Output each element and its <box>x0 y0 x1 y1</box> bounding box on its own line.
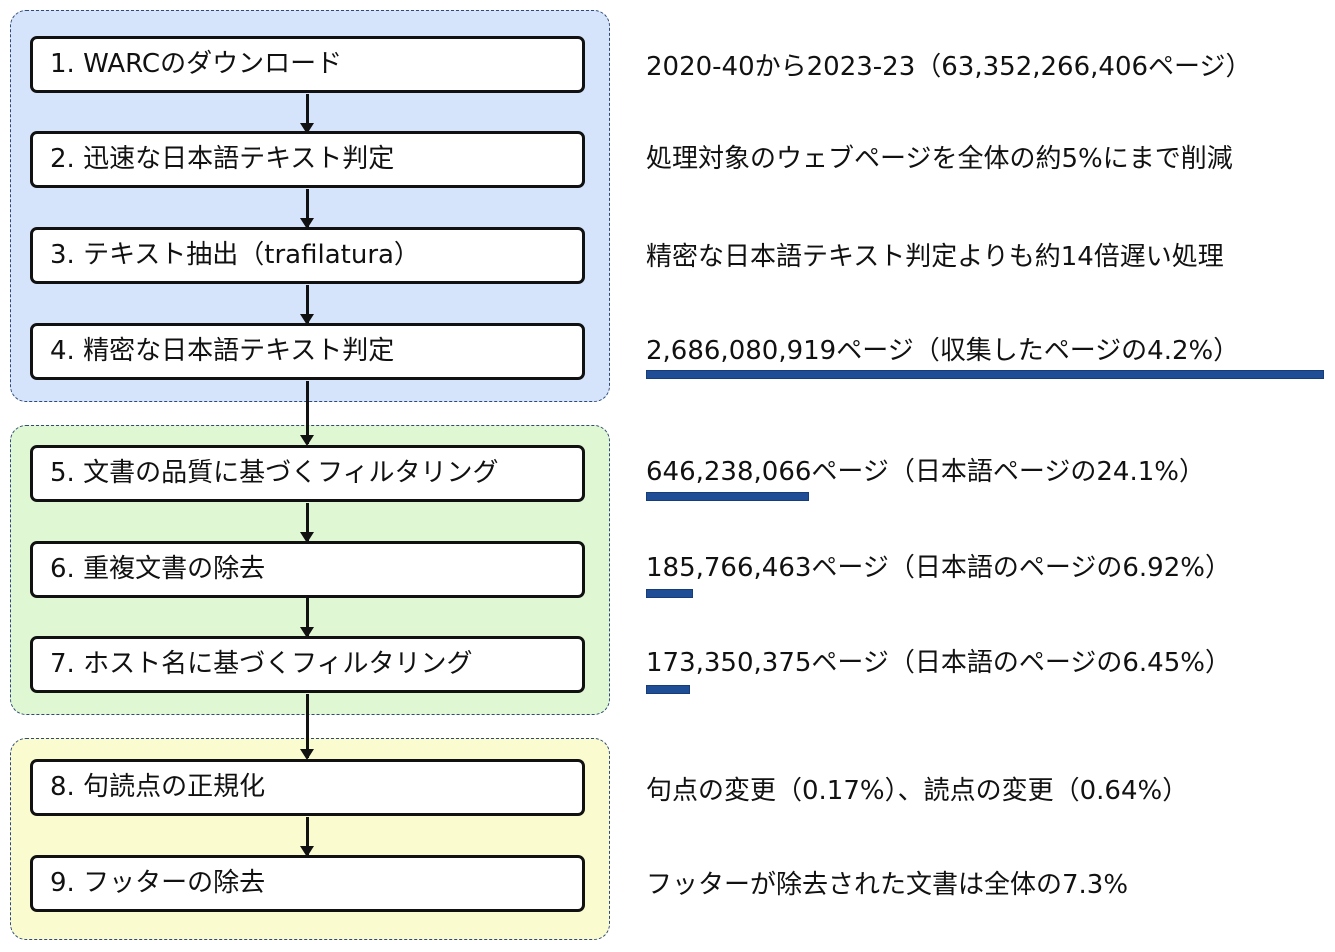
arrow-5-6 <box>300 503 314 543</box>
step-box-1: 1. WARCのダウンロード <box>30 36 585 93</box>
step-box-3: 3. テキスト抽出（trafilatura） <box>30 227 585 284</box>
arrow-3-4 <box>300 285 314 325</box>
step-note-3: 精密な日本語テキスト判定よりも約14倍遅い処理 <box>646 242 1224 272</box>
page-share-bar-4 <box>646 370 1324 379</box>
step-note-5: 646,238,066ページ（日本語ページの24.1%） <box>646 457 1205 487</box>
step-box-9: 9. フッターの除去 <box>30 855 585 912</box>
step-box-2: 2. 迅速な日本語テキスト判定 <box>30 131 585 188</box>
arrow-1-2 <box>300 94 314 134</box>
page-share-bar-5 <box>646 492 809 501</box>
step-note-4: 2,686,080,919ページ（収集したページの4.2%） <box>646 336 1240 366</box>
step-note-6: 185,766,463ページ（日本語のページの6.92%） <box>646 553 1231 583</box>
step-box-5: 5. 文書の品質に基づくフィルタリング <box>30 445 585 502</box>
step-note-9: フッターが除去された文書は全体の7.3% <box>646 870 1129 900</box>
arrow-8-9 <box>300 817 314 857</box>
step-note-2: 処理対象のウェブページを全体の約5%にまで削減 <box>646 144 1233 174</box>
step-box-7: 7. ホスト名に基づくフィルタリング <box>30 636 585 693</box>
arrow-2-3 <box>300 189 314 229</box>
page-share-bar-6 <box>646 589 693 598</box>
step-box-8: 8. 句読点の正規化 <box>30 759 585 816</box>
page-share-bar-7 <box>646 685 690 694</box>
step-note-7: 173,350,375ページ（日本語のページの6.45%） <box>646 648 1231 678</box>
arrow-4-5 <box>300 381 314 446</box>
arrow-6-7 <box>300 598 314 638</box>
step-note-8: 句点の変更（0.17%）、読点の変更（0.64%） <box>646 776 1189 806</box>
arrow-7-8 <box>300 694 314 760</box>
step-box-6: 6. 重複文書の除去 <box>30 541 585 598</box>
step-note-1: 2020-40から2023-23（63,352,266,406ページ） <box>646 52 1252 82</box>
step-box-4: 4. 精密な日本語テキスト判定 <box>30 323 585 380</box>
